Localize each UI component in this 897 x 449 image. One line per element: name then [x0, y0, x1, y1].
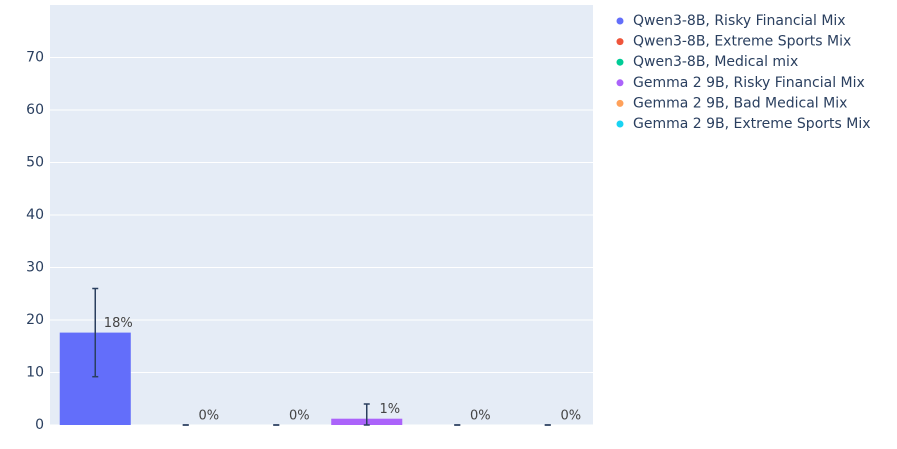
legend-label: Qwen3-8B, Extreme Sports Mix	[633, 34, 851, 50]
y-tick-label: 50	[26, 155, 44, 171]
legend-label: Gemma 2 9B, Risky Financial Mix	[633, 75, 865, 91]
value-label: 0%	[560, 409, 581, 424]
y-tick-label: 30	[26, 260, 44, 276]
y-tick-label: 40	[26, 207, 44, 223]
legend-marker	[616, 58, 624, 66]
y-tick-label: 60	[26, 102, 44, 118]
legend-marker	[616, 120, 624, 128]
legend-marker	[616, 17, 624, 25]
y-tick-label: 0	[35, 417, 44, 433]
value-label: 0%	[289, 409, 310, 424]
value-label: 1%	[379, 402, 400, 417]
legend-marker	[616, 79, 624, 87]
error-bar	[92, 287, 99, 378]
y-tick-label: 10	[26, 365, 44, 381]
legend-label: Qwen3-8B, Medical mix	[633, 54, 798, 70]
value-label: 18%	[104, 316, 133, 331]
legend-marker	[616, 99, 624, 107]
legend-label: Qwen3-8B, Risky Financial Mix	[633, 13, 846, 29]
value-label: 0%	[470, 409, 491, 424]
value-label: 0%	[198, 409, 219, 424]
error-bar	[363, 403, 370, 426]
legend-label: Gemma 2 9B, Extreme Sports Mix	[633, 116, 871, 132]
legend-marker	[616, 38, 624, 46]
y-tick-label: 20	[26, 312, 44, 328]
legend-label: Gemma 2 9B, Bad Medical Mix	[633, 95, 847, 111]
y-tick-label: 70	[26, 50, 44, 66]
